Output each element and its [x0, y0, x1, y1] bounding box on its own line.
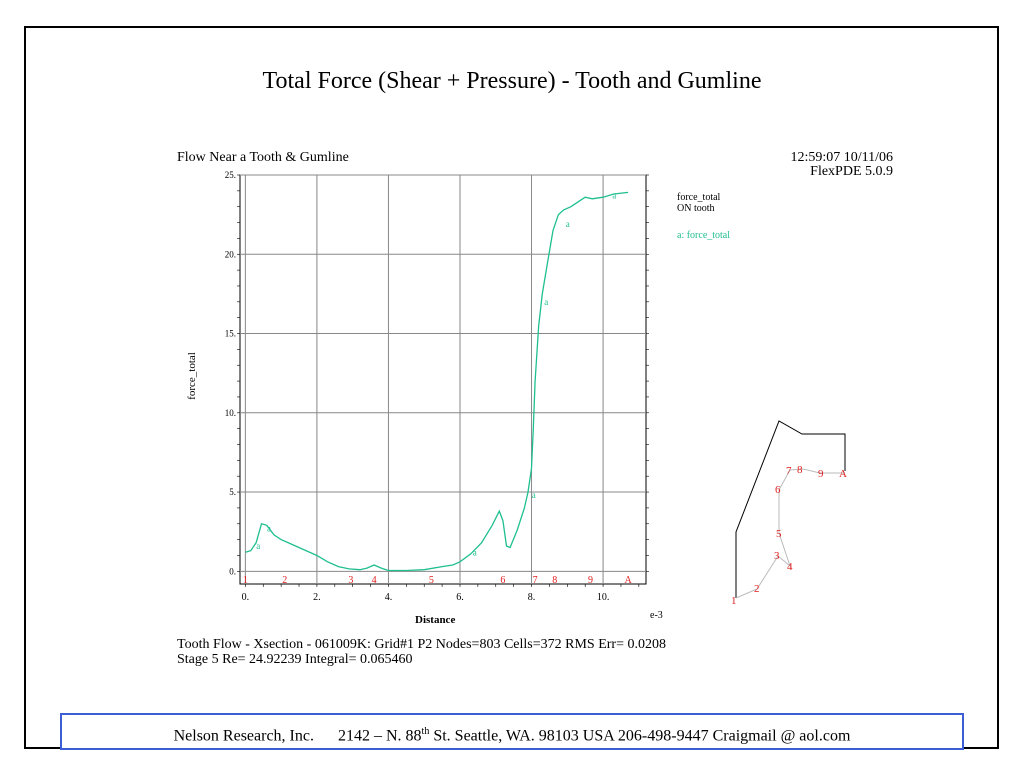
footer-company: Nelson Research, Inc. — [173, 727, 314, 745]
y-axis-label: force_total — [186, 352, 198, 400]
footer-address-suffix: St. Seattle, WA. 98103 USA 206-498-9447 … — [429, 727, 851, 745]
plot-version: FlexPDE 5.0.9 — [810, 164, 893, 179]
slide-title: Total Force (Shear + Pressure) - Tooth a… — [262, 68, 762, 94]
run-info: Tooth Flow - Xsection - 061009K: Grid#1 … — [177, 637, 666, 667]
plot-timestamp: 12:59:07 10/11/06 — [790, 150, 893, 165]
footer-contact: Nelson Research, Inc. 2142 – N. 88th St.… — [60, 713, 964, 750]
legend-title-2: ON tooth — [677, 203, 715, 214]
x-scale-note: e-3 — [650, 610, 663, 621]
footer-address-sup: th — [421, 726, 430, 737]
run-info-line-2: Stage 5 Re= 24.92239 Integral= 0.065460 — [177, 652, 413, 667]
run-info-line-1: Tooth Flow - Xsection - 061009K: Grid#1 … — [177, 637, 666, 652]
x-axis-label: Distance — [415, 614, 456, 626]
legend-title-1: force_total — [677, 192, 721, 203]
legend-series: a: force_total — [677, 230, 731, 241]
footer-address-prefix: 2142 – N. 88 — [337, 727, 422, 745]
legend-header: force_total ON tooth — [677, 192, 720, 214]
plot-title: Flow Near a Tooth & Gumline — [177, 150, 349, 165]
